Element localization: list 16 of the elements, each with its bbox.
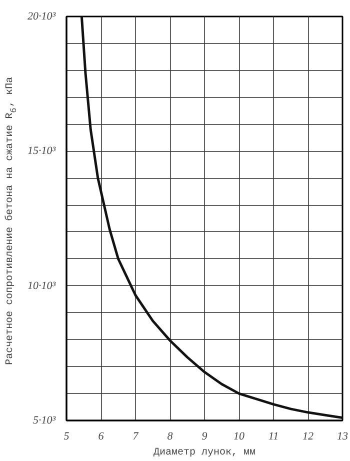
x-tick-label: 9 [202, 430, 208, 442]
y-axis-title: Расчетное сопротивление бетона на сжатие Rб, кПа [4, 76, 19, 365]
x-tick-label: 13 [337, 430, 348, 442]
x-tick-label: 12 [302, 430, 314, 442]
line-series [80, 16, 342, 420]
x-tick-label: 5 [64, 430, 70, 442]
x-tick-label: 10 [234, 430, 245, 442]
x-tick-label: 6 [98, 430, 104, 442]
y-tick-label: 20·10³ [27, 10, 56, 22]
x-tick-label: 7 [132, 430, 139, 442]
x-axis-title: Диаметр лунок, мм [153, 448, 256, 458]
y-tick-label: 5·10³ [32, 414, 56, 426]
x-tick-label: 11 [268, 430, 279, 442]
y-tick-label: 15·10³ [27, 145, 56, 158]
y-tick-label: 10·10³ [27, 280, 56, 292]
x-tick-label: 8 [167, 430, 174, 442]
